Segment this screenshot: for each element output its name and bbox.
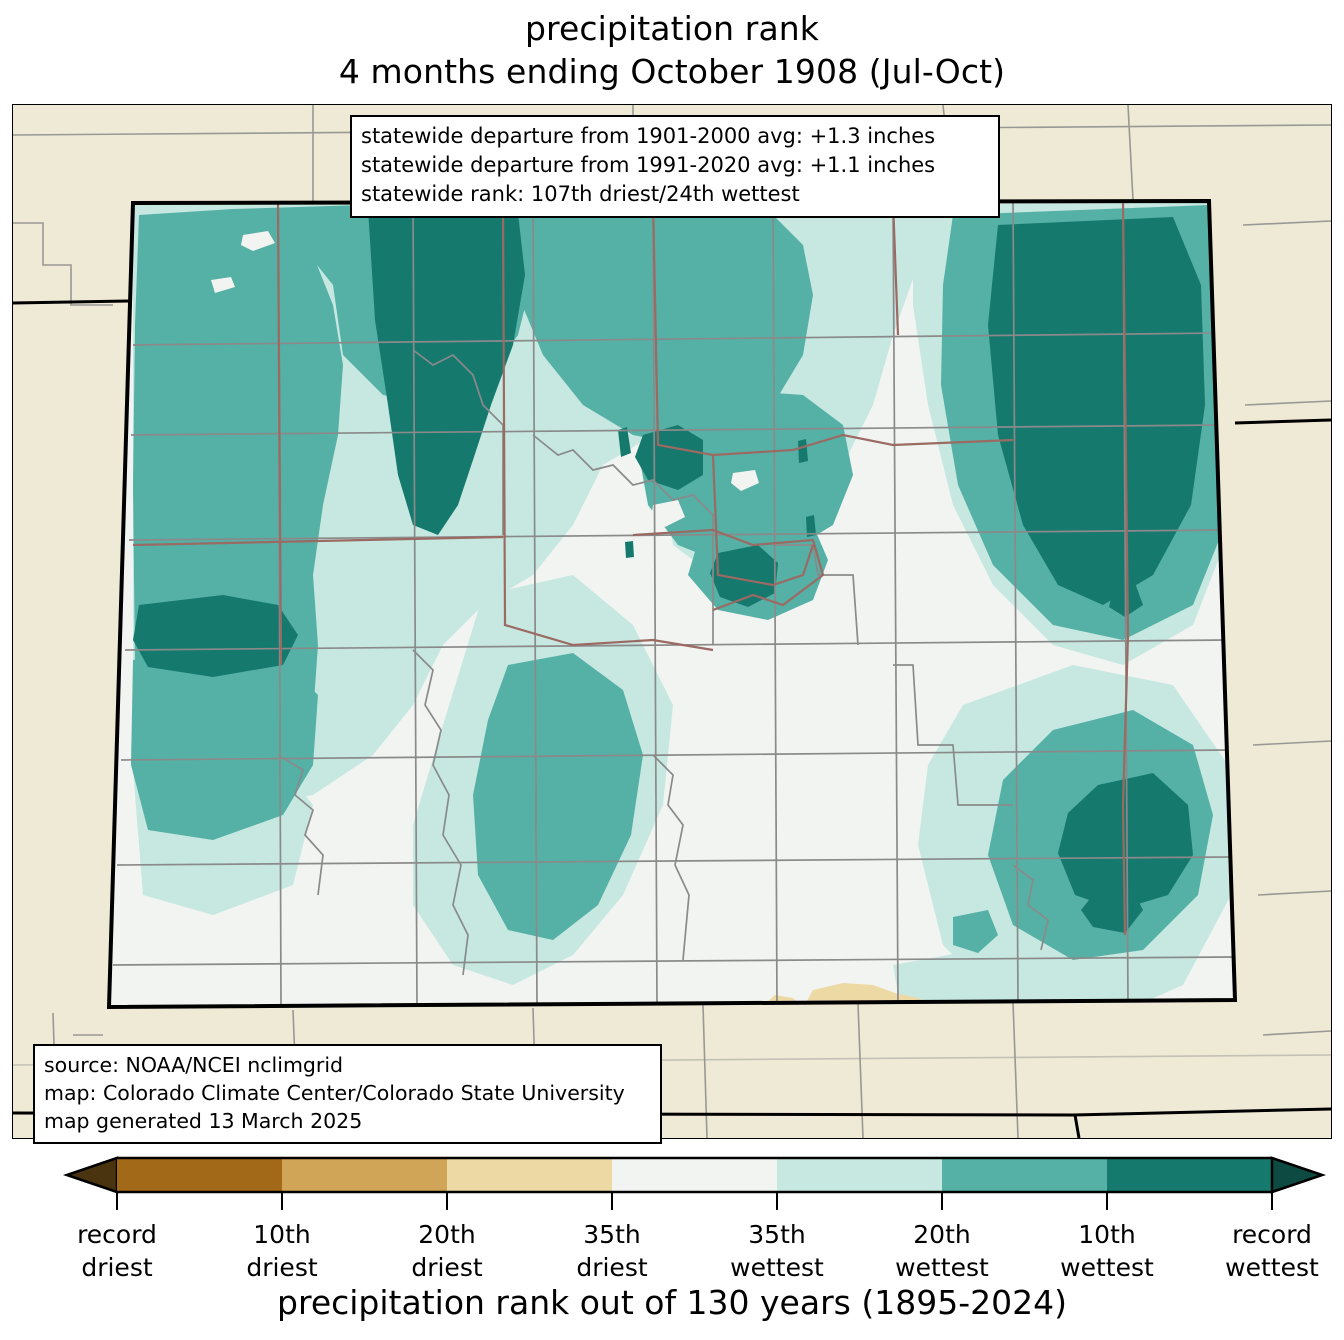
colorbar-band-2: [282, 1158, 447, 1192]
cb-tick-0-top: record: [77, 1220, 157, 1249]
cb-tick-7-top: record: [1232, 1220, 1312, 1249]
dry-anomaly-patch: [758, 983, 933, 1007]
colorbar-band-7: [1107, 1158, 1272, 1192]
page-title: precipitation rank 4 months ending Octob…: [0, 0, 1344, 94]
cb-tick-1-top: 10th: [253, 1220, 310, 1249]
colorbar-svg: record driest 10th driest 20th driest 35…: [63, 1156, 1326, 1282]
stat-statewide-rank: statewide rank: 107th driest/24th wettes…: [361, 182, 800, 206]
colorbar-caption: precipitation rank out of 130 years (189…: [277, 1283, 1067, 1322]
map-credit-line: map: Colorado Climate Center/Colorado St…: [44, 1081, 625, 1105]
cb-tick-7-bottom: wettest: [1225, 1253, 1319, 1282]
colorbar-cap-wettest: [1270, 1156, 1326, 1194]
cb-tick-0-bottom: driest: [81, 1253, 152, 1282]
colorado-precipitation-rank-map: [13, 105, 1331, 1138]
source-attribution-box: source: NOAA/NCEI nclimgrid map: Colorad…: [33, 1044, 662, 1144]
map-generated-line: map generated 13 March 2025: [44, 1109, 363, 1133]
title-secondary: 4 months ending October 1908 (Jul-Oct): [338, 52, 1006, 91]
cb-tick-1-bottom: driest: [246, 1253, 317, 1282]
map-panel[interactable]: [12, 104, 1332, 1139]
precipitation-rank-surface: [109, 201, 1235, 1007]
colorbar-ticks: [116, 1192, 1273, 1210]
colorbar-band-3: [447, 1158, 612, 1192]
cb-tick-5-bottom: wettest: [895, 1253, 989, 1282]
cb-tick-6-bottom: wettest: [1060, 1253, 1154, 1282]
title-primary: precipitation rank: [525, 9, 819, 48]
statewide-stats-box: statewide departure from 1901-2000 avg: …: [350, 115, 1000, 218]
colorbar-band-4: [612, 1158, 777, 1192]
cb-tick-3-bottom: driest: [576, 1253, 647, 1282]
colorbar-legend: record driest 10th driest 20th driest 35…: [0, 1150, 1344, 1340]
cb-tick-4-bottom: wettest: [730, 1253, 824, 1282]
colorbar-band-5: [777, 1158, 942, 1192]
climate-division-lines: [132, 201, 1130, 936]
colorbar-cap-driest: [63, 1156, 119, 1194]
colorbar-band-6: [942, 1158, 1107, 1192]
cb-tick-5-top: 20th: [913, 1220, 970, 1249]
cb-tick-3-top: 35th: [583, 1220, 640, 1249]
cb-tick-2-top: 20th: [418, 1220, 475, 1249]
cb-tick-6-top: 10th: [1078, 1220, 1135, 1249]
colorbar-band-1: [117, 1158, 282, 1192]
source-line: source: NOAA/NCEI nclimgrid: [44, 1053, 344, 1077]
cb-tick-2-bottom: driest: [411, 1253, 482, 1282]
stat-departure-1991-2020: statewide departure from 1991-2020 avg: …: [361, 153, 936, 177]
stat-departure-1901-2000: statewide departure from 1901-2000 avg: …: [361, 124, 936, 148]
cb-tick-4-top: 35th: [748, 1220, 805, 1249]
